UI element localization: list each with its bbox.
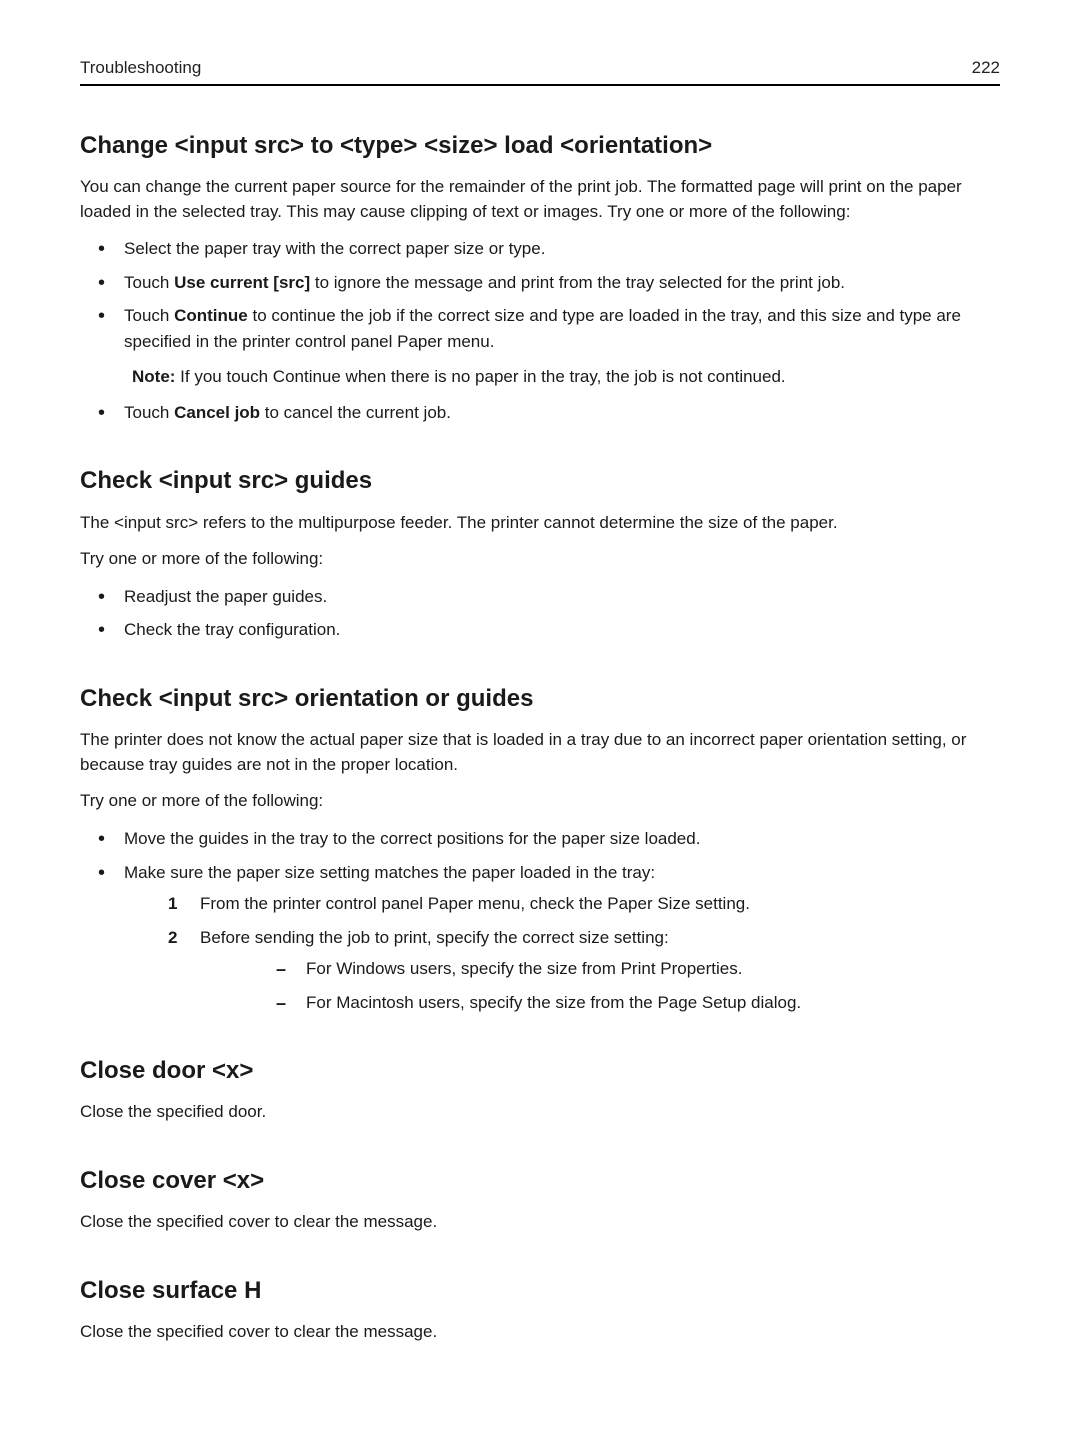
numbered-text: Before sending the job to print, specify…: [200, 928, 669, 947]
dash-list: For Windows users, specify the size from…: [200, 956, 1000, 1015]
dash-item: For Windows users, specify the size from…: [200, 956, 1000, 982]
section-heading: Check <input src> orientation or guides: [80, 683, 1000, 714]
list-item: Move the guides in the tray to the corre…: [80, 826, 1000, 852]
section-intro: The <input src> refers to the multipurpo…: [80, 511, 1000, 536]
bullet-list: Select the paper tray with the correct p…: [80, 236, 1000, 354]
dash-item: For Macintosh users, specify the size fr…: [200, 990, 1000, 1016]
list-item: Make sure the paper size setting matches…: [80, 860, 1000, 1016]
item-number: 2: [168, 925, 177, 951]
bullet-pre: Touch: [124, 306, 174, 325]
numbered-item: 2 Before sending the job to print, specif…: [124, 925, 1000, 1016]
note-text: If you touch Continue when there is no p…: [175, 367, 785, 386]
bullet-post: to ignore the message and print from the…: [310, 273, 845, 292]
bullet-bold: Cancel job: [174, 403, 260, 422]
bullet-list: Move the guides in the tray to the corre…: [80, 826, 1000, 1015]
list-item: Check the tray configuration.: [80, 617, 1000, 643]
bullet-pre: Touch: [124, 403, 174, 422]
section-intro: The printer does not know the actual pap…: [80, 728, 1000, 777]
section-heading: Close cover <x>: [80, 1165, 1000, 1196]
note-block: Note: If you touch Continue when there i…: [80, 364, 1000, 390]
page-number: 222: [972, 58, 1000, 78]
section-heading: Close surface H: [80, 1275, 1000, 1306]
bullet-pre: Touch: [124, 273, 174, 292]
section-heading: Check <input src> guides: [80, 465, 1000, 496]
list-item: Touch Continue to continue the job if th…: [80, 303, 1000, 354]
bullet-text: Select the paper tray with the correct p…: [124, 239, 545, 258]
section-intro: Close the specified door.: [80, 1100, 1000, 1125]
dash-text: For Windows users, specify the size from…: [306, 959, 742, 978]
list-item: Touch Use current [src] to ignore the me…: [80, 270, 1000, 296]
section-lead: Try one or more of the following:: [80, 547, 1000, 572]
section-intro: Close the specified cover to clear the m…: [80, 1320, 1000, 1345]
bullet-post: to continue the job if the correct size …: [124, 306, 961, 351]
section-heading: Close door <x>: [80, 1055, 1000, 1086]
section-intro: You can change the current paper source …: [80, 175, 1000, 224]
list-item: Touch Cancel job to cancel the current j…: [80, 400, 1000, 426]
bullet-list: Readjust the paper guides. Check the tra…: [80, 584, 1000, 643]
header-title: Troubleshooting: [80, 58, 201, 78]
list-item: Select the paper tray with the correct p…: [80, 236, 1000, 262]
item-number: 1: [168, 891, 177, 917]
numbered-text: From the printer control panel Paper men…: [200, 894, 750, 913]
bullet-text: Move the guides in the tray to the corre…: [124, 829, 700, 848]
list-item: Readjust the paper guides.: [80, 584, 1000, 610]
note-label: Note:: [132, 367, 175, 386]
bullet-list: Touch Cancel job to cancel the current j…: [80, 400, 1000, 426]
bullet-text: Check the tray configuration.: [124, 620, 340, 639]
page: Troubleshooting 222 Change <input src> t…: [0, 0, 1080, 1437]
bullet-bold: Use current [src]: [174, 273, 310, 292]
section-lead: Try one or more of the following:: [80, 789, 1000, 814]
bullet-text: Readjust the paper guides.: [124, 587, 327, 606]
numbered-item: 1 From the printer control panel Paper me…: [124, 891, 1000, 917]
section-heading: Change <input src> to <type> <size> load…: [80, 130, 1000, 161]
bullet-text: Make sure the paper size setting matches…: [124, 863, 655, 882]
bullet-bold: Continue: [174, 306, 248, 325]
numbered-list: 1 From the printer control panel Paper me…: [124, 891, 1000, 1015]
running-header: Troubleshooting 222: [80, 58, 1000, 86]
bullet-post: to cancel the current job.: [260, 403, 451, 422]
dash-text: For Macintosh users, specify the size fr…: [306, 993, 801, 1012]
section-intro: Close the specified cover to clear the m…: [80, 1210, 1000, 1235]
